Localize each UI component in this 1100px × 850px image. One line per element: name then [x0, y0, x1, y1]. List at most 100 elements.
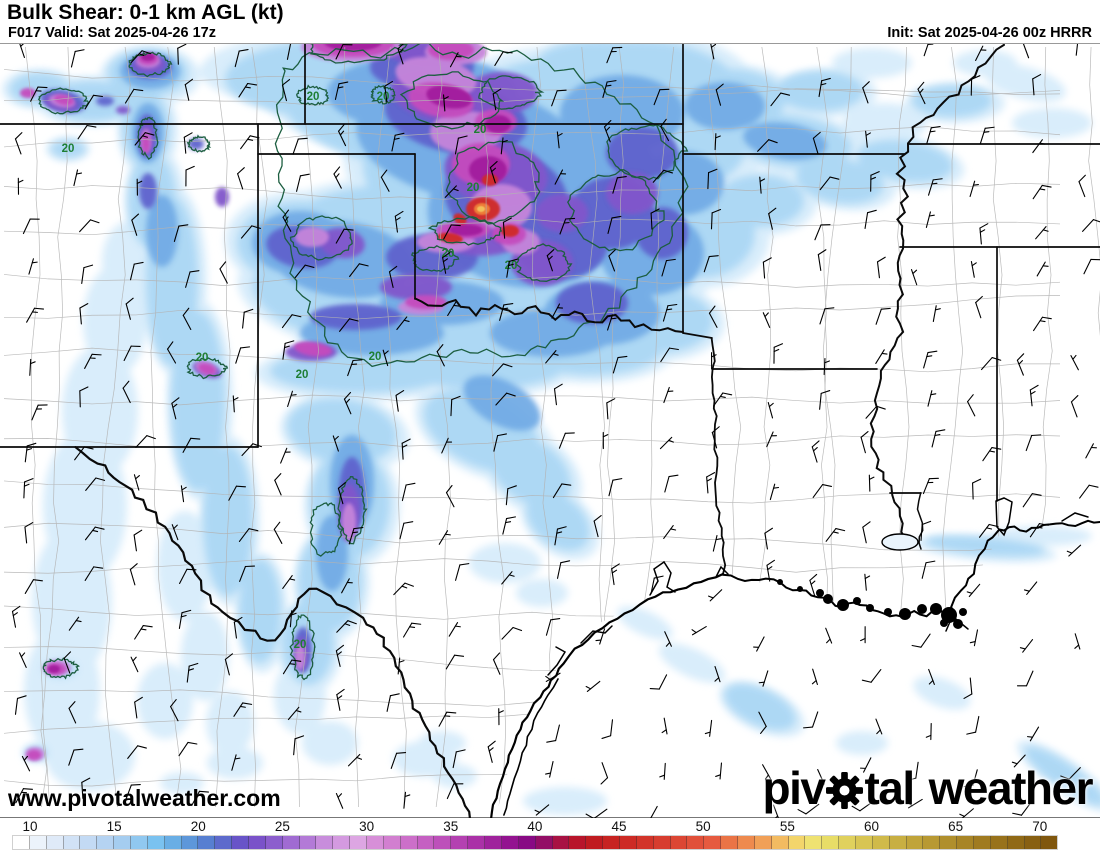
colorbar-segment	[114, 836, 132, 849]
logo-text-weather: weather	[928, 762, 1094, 814]
pearl-river	[916, 492, 924, 550]
watermark-url: www.pivotalweather.com	[8, 785, 281, 811]
colorbar-segment	[721, 836, 738, 849]
colorbar-segment	[249, 836, 266, 849]
colorbar-segment	[282, 836, 300, 849]
colorbar-tick-15: 15	[106, 819, 122, 834]
colorbar-segment	[434, 836, 452, 849]
state-borders	[0, 44, 1100, 819]
colorbar-tick-25: 25	[274, 819, 290, 834]
colorbar-segment	[855, 836, 873, 849]
colorbar-segment	[569, 836, 587, 849]
colorbar-segment	[670, 836, 688, 849]
county-lines	[3, 46, 1100, 808]
wind-barbs	[11, 44, 1100, 819]
colorbar-segment	[181, 836, 199, 849]
contour-label-20: 20	[474, 124, 487, 136]
sabine-river	[710, 337, 727, 575]
colorbar-segment	[940, 836, 958, 849]
map-header: Bulk Shear: 0-1 km AGL (kt) F017 Valid: …	[0, 0, 1100, 43]
colorbar-segment	[46, 836, 64, 849]
colorbar-tick-50: 50	[695, 819, 711, 834]
colorbar-segment	[822, 836, 840, 849]
colorbar-segment	[383, 836, 401, 849]
colorbar-segment	[501, 836, 519, 849]
colorbar-tick-45: 45	[611, 819, 627, 834]
colorbar-tick-65: 65	[948, 819, 964, 834]
bay-outline	[547, 646, 567, 676]
colorbar-segment	[265, 836, 283, 849]
colorbar-segment	[468, 836, 486, 849]
colorbar-segment	[13, 836, 30, 849]
bay-outline	[715, 565, 729, 578]
bay-outline	[580, 625, 613, 644]
colorbar-segment	[535, 836, 553, 849]
colorbar-segment	[788, 836, 806, 849]
colorbar-segment	[350, 836, 368, 849]
map-area: 20 20 20 20 20 20 20 20 20 20 20 www.pivotalweathe…	[0, 43, 1100, 819]
colorbar-segment	[1007, 836, 1025, 849]
delta-marsh	[777, 579, 967, 629]
shear-shading-yellowcore	[477, 206, 485, 212]
colorbar-segment	[872, 836, 890, 849]
page-title: Bulk Shear: 0-1 km AGL (kt)	[7, 1, 284, 24]
colorbar-segment	[619, 836, 637, 849]
contour-label-20: 20	[294, 639, 307, 651]
rio-grande	[74, 446, 472, 819]
colorbar-tick-55: 55	[779, 819, 795, 834]
bay-outline	[1061, 512, 1089, 522]
colorbar-tick-70: 70	[1032, 819, 1048, 834]
colorbar-segment	[518, 836, 536, 849]
colorbar-segment	[1024, 836, 1042, 849]
bay-outline	[995, 497, 1013, 537]
colorbar-segment	[957, 836, 974, 849]
texas-coast	[489, 572, 725, 819]
contour-label-20: 20	[369, 351, 382, 363]
colorbar-segment	[164, 836, 182, 849]
forecast-valid-time: F017 Valid: Sat 2025-04-26 17z	[8, 25, 216, 41]
colorbar-tick-60: 60	[863, 819, 880, 834]
colorbar-tick-20: 20	[190, 819, 206, 834]
colorbar-segment	[805, 836, 823, 849]
colorbar-tick-35: 35	[443, 819, 459, 834]
colorbar-segment	[131, 836, 148, 849]
colorbar-segment	[906, 836, 924, 849]
colorbar-segment	[1041, 836, 1058, 849]
gear-icon	[826, 771, 864, 809]
lake-pontchartrain	[881, 533, 919, 551]
colorbar-segment	[586, 836, 604, 849]
contour-label-20: 20	[62, 143, 75, 155]
contour-label-20: 20	[307, 91, 320, 103]
colorbar-segment	[147, 836, 165, 849]
colorbar-segment	[97, 836, 115, 849]
colorbar-segment	[839, 836, 856, 849]
logo-text-tal: tal	[864, 762, 915, 814]
colorbar-segment	[333, 836, 351, 849]
colorbar-segment	[400, 836, 418, 849]
colorbar-segment	[485, 836, 502, 849]
colorbar-segment	[417, 836, 435, 849]
red-river	[414, 297, 684, 333]
colorbar-segment	[299, 836, 317, 849]
bay-outline	[649, 560, 676, 596]
colorbar-gradient	[12, 835, 1058, 850]
colorbar-segment	[923, 836, 941, 849]
colorbar-segment	[603, 836, 620, 849]
colorbar-tick-40: 40	[527, 819, 543, 834]
pivotal-weather-logo: piv tal weather	[762, 761, 1094, 815]
colorbar-segment	[889, 836, 907, 849]
contour-label-20: 20	[467, 182, 480, 194]
colorbar-segment	[552, 836, 570, 849]
colorbar-segment	[215, 836, 233, 849]
colorbar-tick-30: 30	[359, 819, 375, 834]
mississippi-river	[869, 44, 1005, 540]
colorbar-segment	[990, 836, 1008, 849]
colorbar-segment	[737, 836, 755, 849]
colorbar-segment	[367, 836, 384, 849]
colorbar-tick-10: 10	[22, 819, 38, 834]
colorbar-segment	[63, 836, 81, 849]
colorbar-segment	[316, 836, 334, 849]
colorbar: 10 15 20 25 30 35 40 45 50 55 60 65 70	[0, 818, 1100, 850]
